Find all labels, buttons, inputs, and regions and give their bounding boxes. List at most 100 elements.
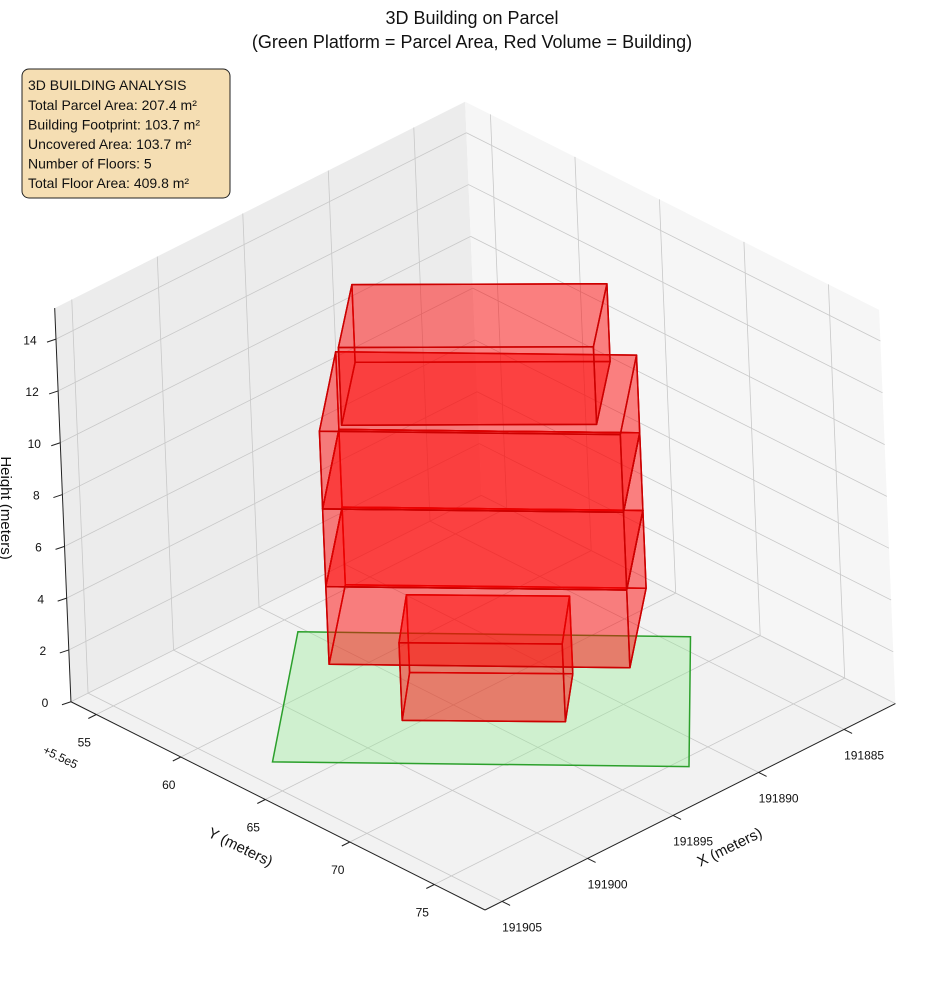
grid-line (180, 550, 592, 758)
z-tick-label: 8 (33, 489, 40, 503)
x-tick-label: 191890 (759, 792, 799, 806)
info-line: Uncovered Area: 103.7 m² (28, 136, 192, 152)
grid-line (472, 287, 888, 497)
grid-line (57, 184, 469, 392)
grid-line (429, 520, 845, 730)
grid-line (96, 507, 507, 715)
grid-line (68, 443, 480, 651)
y-tick-label: 55 (78, 736, 92, 750)
grid-line (828, 284, 846, 679)
right-pane (465, 101, 896, 704)
y-offset-label: +5.5e5 (41, 743, 81, 772)
chart-subtitle: (Green Platform = Parcel Area, Red Volum… (252, 32, 692, 52)
axes: 0 2 4 6 8 10 12 14 55 60 65 70 75 191885 191890 191895 1… (23, 308, 896, 935)
info-lines: Total Parcel Area: 207.4 m² Building Foot… (28, 97, 200, 191)
z-tick (51, 442, 61, 447)
grid-line (481, 494, 896, 704)
z-tick-label: 10 (28, 437, 42, 451)
grid-line (476, 391, 892, 601)
z-tick-label: 0 (42, 696, 49, 710)
grid-line (468, 184, 883, 394)
info-line: Total Parcel Area: 207.4 m² (28, 97, 197, 113)
y-tick (341, 841, 351, 847)
z-tick-label: 4 (37, 592, 44, 606)
info-line: Total Floor Area: 409.8 m² (28, 175, 189, 191)
building-face (337, 345, 598, 426)
info-box: 3D BUILDING ANALYSIS Total Parcel Area: … (21, 68, 231, 199)
building-face (337, 283, 608, 349)
y-tick-label: 60 (162, 778, 176, 792)
y-tick (426, 884, 435, 889)
info-line: Building Footprint: 103.7 m² (28, 117, 200, 133)
z-tick (59, 649, 69, 654)
grid-line (265, 592, 676, 800)
grid-line (349, 635, 761, 843)
x-tick (501, 900, 511, 906)
building-face (325, 585, 631, 669)
grid-line (70, 494, 482, 703)
grid-line (242, 213, 260, 608)
grid-line (479, 443, 894, 653)
z-tick-label: 14 (23, 333, 37, 347)
grid-line (60, 235, 471, 444)
x-tick-label: 191895 (673, 835, 713, 849)
building-face (318, 430, 625, 514)
x-tick (843, 728, 853, 734)
grid-line (474, 339, 890, 549)
grid-line (156, 256, 174, 651)
z-tick (55, 545, 65, 550)
y-axis-label: Y (meters) (205, 825, 275, 871)
grid-line (62, 287, 473, 495)
building-face (321, 508, 628, 591)
info-line: Number of Floors: 5 (28, 156, 152, 172)
x-tick (758, 771, 767, 777)
x-tick (672, 814, 682, 820)
z-tick (53, 494, 63, 499)
left-pane (54, 101, 482, 702)
grid-line (470, 235, 885, 445)
panes (54, 101, 896, 910)
x-tick (587, 857, 596, 863)
y-tick-label: 65 (247, 821, 261, 835)
z-tick (48, 390, 59, 395)
marks (271, 283, 692, 768)
z-tick (61, 701, 72, 706)
chart-title: 3D Building on Parcel (385, 8, 558, 28)
grid-line (413, 127, 431, 522)
x-tick-label: 191900 (588, 878, 628, 892)
grid-line (173, 649, 588, 859)
grid-line (490, 114, 508, 509)
grid-line (87, 692, 503, 902)
y-tick (257, 799, 266, 804)
grid-line (466, 132, 881, 342)
z-axis-line (54, 308, 72, 702)
grid (55, 114, 896, 902)
grid-line (659, 199, 677, 594)
floor-pane (71, 495, 896, 910)
z-tick (57, 597, 67, 602)
x-axis-line (484, 703, 896, 911)
info-title: 3D BUILDING ANALYSIS (28, 77, 186, 93)
grid-line (66, 391, 478, 599)
z-tick-label: 12 (25, 385, 39, 399)
x-tick-label: 191885 (844, 749, 884, 763)
grid-line (71, 299, 89, 694)
grid-line (64, 339, 476, 547)
grid-line (434, 677, 845, 885)
info-box-background (21, 68, 231, 199)
y-tick (88, 714, 97, 719)
z-tick (46, 338, 57, 343)
y-tick-label: 75 (416, 906, 430, 920)
grid-line (743, 241, 761, 636)
z-tick-label: 6 (35, 541, 42, 555)
building-face (398, 641, 567, 723)
z-tick-label: 2 (39, 644, 46, 658)
grid-line (55, 132, 467, 340)
x-tick-label: 191905 (502, 921, 542, 935)
y-tick-label: 70 (331, 863, 345, 877)
y-axis-line (70, 701, 486, 911)
z-axis-label: Height (meters) (0, 456, 14, 559)
y-tick (172, 756, 182, 762)
